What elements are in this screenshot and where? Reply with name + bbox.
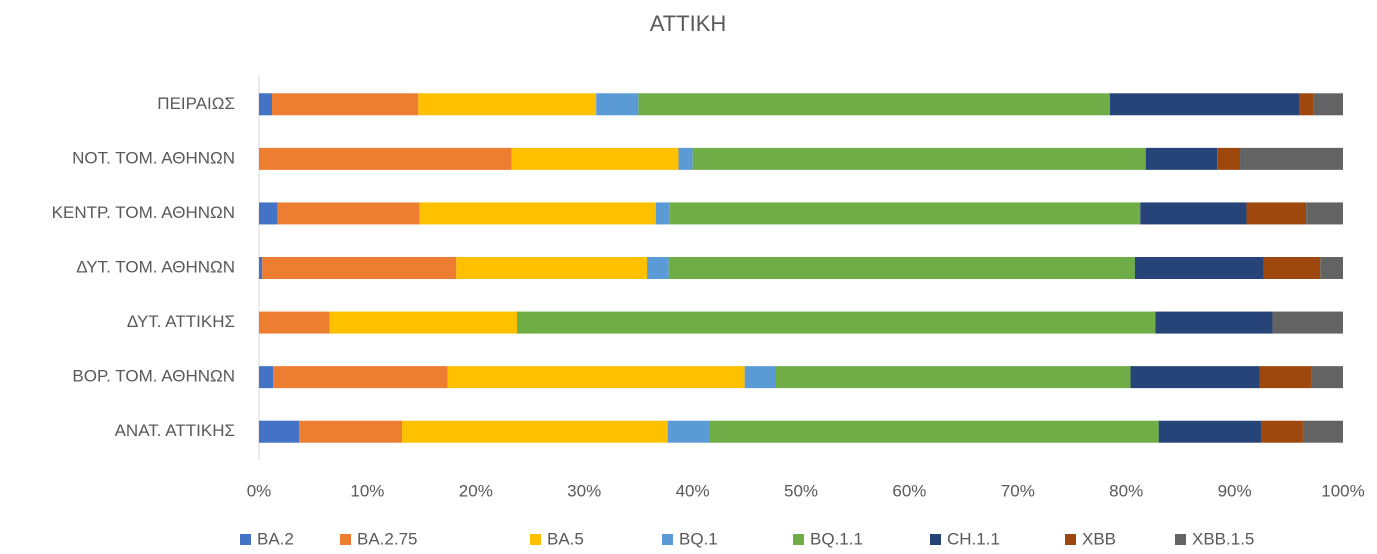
bar-segment xyxy=(692,147,1146,170)
bar-segment xyxy=(259,420,300,443)
bar-segment xyxy=(1158,420,1262,443)
bar-segment xyxy=(447,366,745,389)
x-tick-label: 100% xyxy=(1321,481,1364,500)
bar-segment xyxy=(1302,420,1343,443)
bar-segment xyxy=(774,366,1131,389)
bar-segment xyxy=(1134,257,1264,279)
bar-segment xyxy=(1320,257,1343,279)
x-tick-label: 0% xyxy=(247,481,272,500)
legend-label: BQ.1 xyxy=(679,529,718,548)
bar-segment xyxy=(669,202,1141,225)
x-tick-label: 10% xyxy=(350,481,384,500)
x-tick-label: 60% xyxy=(892,481,926,500)
bar-segment xyxy=(638,93,1110,116)
legend-swatch xyxy=(340,534,351,545)
legend-label: CH.1.1 xyxy=(947,529,1000,548)
bar-segment xyxy=(1109,93,1300,116)
legend-swatch xyxy=(930,534,941,545)
bar-segment xyxy=(647,257,669,279)
bar-segment xyxy=(1261,420,1303,443)
y-tick-label: ΠΕΙΡΑΙΩΣ xyxy=(157,94,235,113)
bar-segment xyxy=(1272,311,1343,334)
bar-segment xyxy=(1263,257,1321,279)
bar-segment xyxy=(511,147,679,170)
bar-segment xyxy=(402,420,668,443)
bar-segment xyxy=(299,420,403,443)
bar-segment xyxy=(277,202,420,225)
bar-segment xyxy=(516,311,1156,334)
x-tick-label: 50% xyxy=(784,481,818,500)
bar-segment xyxy=(259,202,278,225)
y-tick-label: ΑΝΑΤ. ΑΤΤΙΚΗΣ xyxy=(115,421,235,440)
bar-segment xyxy=(272,93,419,116)
x-tick-label: 70% xyxy=(1001,481,1035,500)
legend-label: XBB xyxy=(1082,529,1116,548)
bar-segment xyxy=(259,366,274,389)
bar-segment xyxy=(273,366,448,389)
x-tick-label: 30% xyxy=(567,481,601,500)
y-tick-label: ΒΟΡ. ΤΟΜ. ΑΘΗΝΩΝ xyxy=(72,367,235,386)
y-tick-label: ΔΥΤ. ΑΤΤΙΚΗΣ xyxy=(127,312,235,331)
y-tick-label: ΝΟΤ. ΤΟΜ. ΑΘΗΝΩΝ xyxy=(72,148,235,167)
legend-label: BA.2 xyxy=(257,529,294,548)
legend-swatch xyxy=(1065,534,1076,545)
legend-swatch xyxy=(240,534,251,545)
bar-segment xyxy=(1155,311,1273,334)
bar-segment xyxy=(1240,147,1343,170)
bar-segment xyxy=(596,93,639,116)
legend-label: BA.2.75 xyxy=(357,529,418,548)
legend-label: BA.5 xyxy=(547,529,584,548)
bar-segment xyxy=(419,202,656,225)
y-tick-label: ΚΕΝΤΡ. ΤΟΜ. ΑΘΗΝΩΝ xyxy=(52,203,235,222)
x-tick-label: 90% xyxy=(1218,481,1252,500)
bar-segment xyxy=(259,147,512,170)
bar-segment xyxy=(1259,366,1312,389)
bar-segment xyxy=(1313,93,1343,116)
bar-segment xyxy=(259,93,273,116)
legend-swatch xyxy=(1175,534,1186,545)
bar-segment xyxy=(1140,202,1247,225)
legend-label: BQ.1.1 xyxy=(810,529,863,548)
legend-swatch xyxy=(662,534,673,545)
bar-segment xyxy=(1145,147,1218,170)
x-tick-label: 80% xyxy=(1109,481,1143,500)
bar-segment xyxy=(456,257,648,279)
bar-segment xyxy=(329,311,517,334)
bar-segment xyxy=(709,420,1159,443)
legend-swatch xyxy=(530,534,541,545)
bar-segment xyxy=(418,93,597,116)
bar-segment xyxy=(1246,202,1307,225)
chart-title: ΑΤΤΙΚΗ xyxy=(650,11,727,36)
bar-segment xyxy=(1130,366,1260,389)
x-tick-label: 20% xyxy=(459,481,493,500)
bar-segment xyxy=(678,147,693,170)
bar-segment xyxy=(259,311,330,334)
bar-segment xyxy=(667,420,710,443)
bar-segment xyxy=(655,202,670,225)
y-tick-label: ΔΥΤ. ΤΟΜ. ΑΘΗΝΩΝ xyxy=(76,257,235,276)
bar-segment xyxy=(668,257,1135,279)
x-tick-label: 40% xyxy=(676,481,710,500)
bar-segment xyxy=(1217,147,1241,170)
legend-swatch xyxy=(793,534,804,545)
bar-segment xyxy=(1311,366,1343,389)
bar-segment xyxy=(1299,93,1314,116)
bar-segment xyxy=(262,257,457,279)
legend-label: XBB.1.5 xyxy=(1192,529,1254,548)
bar-segment xyxy=(259,257,263,279)
bar-segment xyxy=(1306,202,1343,225)
bar-segment xyxy=(744,366,775,389)
